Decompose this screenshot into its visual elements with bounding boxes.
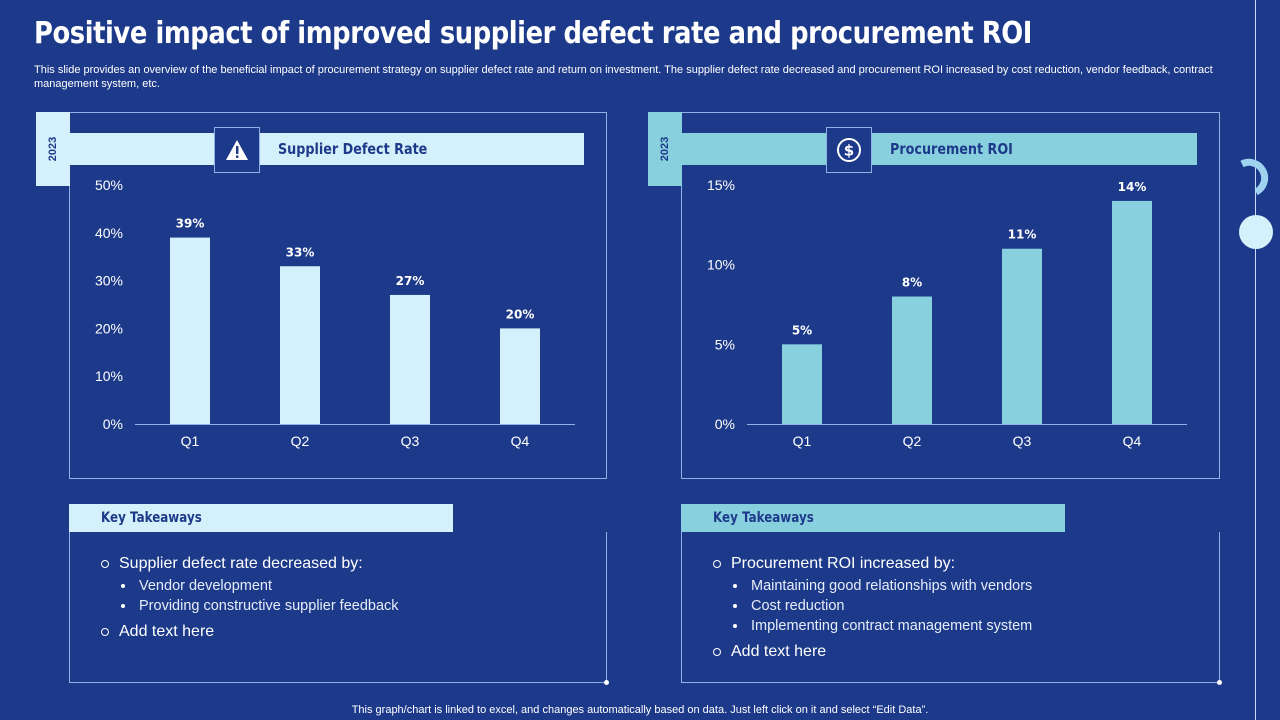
right-takeaways-end-dot <box>1217 680 1222 685</box>
defect-xtick-label-q1: Q1 <box>181 433 200 449</box>
right-takeaway-subtext: Maintaining good relationships with vend… <box>751 578 1033 594</box>
dot-bullet-icon <box>121 584 125 588</box>
left-header-label: Supplier Defect Rate <box>278 140 428 158</box>
defect-ytick-label: 10% <box>95 368 123 384</box>
right-header-bar <box>681 133 1197 165</box>
left-takeaways-box <box>69 532 607 683</box>
defect-data-label-q4: 20% <box>506 307 535 321</box>
left-header-icon-box <box>214 127 260 173</box>
roi-ytick-label: 10% <box>707 257 735 273</box>
roi-data-label-q2: 8% <box>902 276 922 290</box>
defect-ytick-label: 50% <box>95 177 123 193</box>
right-takeaway-subitem: Cost reduction <box>713 596 1032 616</box>
roi-ytick-label: 5% <box>715 336 735 352</box>
left-takeaways-title: Key Takeaways <box>101 510 202 526</box>
roi-data-label-q3: 11% <box>1008 228 1037 242</box>
supplier-defect-chart-panel <box>69 112 607 479</box>
defect-ytick-label: 20% <box>95 320 123 336</box>
defect-ytick-label: 30% <box>95 273 123 289</box>
right-takeaway-text: Add text here <box>731 643 827 660</box>
left-year-label: 2023 <box>46 136 59 162</box>
roi-xtick-label-q2: Q2 <box>903 433 922 449</box>
roi-data-label-q4: 14% <box>1118 180 1147 194</box>
right-header-icon-box: $ <box>826 127 872 173</box>
right-takeaway-subitem: Implementing contract management system <box>713 616 1032 636</box>
roi-bar-q4 <box>1112 200 1152 424</box>
dot-bullet-icon <box>733 604 737 608</box>
right-takeaway-subtext: Cost reduction <box>751 598 845 614</box>
circle-bullet-icon <box>101 560 109 568</box>
decorative-circles-icon <box>1239 158 1273 249</box>
procurement-roi-chart-panel <box>681 112 1220 479</box>
roi-ytick-label: 0% <box>715 416 735 432</box>
defect-ytick-label: 40% <box>95 225 123 241</box>
supplier-defect-rate-chart: 0% 10% 20% 30% 40% 50% 39% Q1 33% Q2 27% Q3 20% Q4 <box>95 177 575 449</box>
roi-ytick-label: 15% <box>707 177 735 193</box>
dot-bullet-icon <box>121 604 125 608</box>
defect-bar-q2 <box>280 266 320 424</box>
right-takeaways-box <box>681 532 1220 683</box>
dot-bullet-icon <box>733 624 737 628</box>
left-takeaway-text: Add text here <box>119 623 215 640</box>
left-takeaways-end-dot <box>604 680 609 685</box>
roi-bar-q1 <box>782 344 822 424</box>
right-takeaway-item: Procurement ROI increased by: <box>713 552 1032 576</box>
defect-xtick-label-q3: Q3 <box>401 433 420 449</box>
right-takeaway-item: Add text here <box>713 640 1032 664</box>
procurement-roi-chart: 0% 5% 10% 15% 5% Q1 8% Q2 11% Q3 14% Q4 <box>707 177 1187 449</box>
right-takeaway-subtext: Implementing contract management system <box>751 618 1033 634</box>
left-year-tab: 2023 <box>36 112 70 186</box>
dollar-icon: $ <box>837 138 861 162</box>
left-takeaway-item: Supplier defect rate decreased by: <box>101 552 399 576</box>
defect-data-label-q1: 39% <box>176 217 205 231</box>
right-header-label: Procurement ROI <box>890 140 1013 158</box>
page-title: Positive impact of improved supplier def… <box>34 16 1032 51</box>
right-takeaways-list: Procurement ROI increased by: Maintaining… <box>713 552 1032 664</box>
circle-bullet-icon <box>101 628 109 636</box>
warning-icon <box>226 140 248 160</box>
defect-xtick-label-q2: Q2 <box>291 433 310 449</box>
roi-bar-q3 <box>1002 248 1042 424</box>
defect-ytick-label: 0% <box>103 416 123 432</box>
page-subtitle: This slide provides an overview of the b… <box>34 64 1213 90</box>
defect-data-label-q2: 33% <box>286 245 315 259</box>
left-header-bar <box>69 133 584 165</box>
right-takeaway-text: Procurement ROI increased by: <box>731 555 956 572</box>
left-takeaway-subitem: Providing constructive supplier feedback <box>101 596 399 616</box>
right-takeaways-title: Key Takeaways <box>713 510 814 526</box>
left-takeaway-subitem: Vendor development <box>101 576 399 596</box>
circle-bullet-icon <box>713 560 721 568</box>
roi-data-label-q1: 5% <box>792 323 812 337</box>
defect-bar-q3 <box>390 294 430 424</box>
roi-xtick-label-q3: Q3 <box>1013 433 1032 449</box>
left-takeaway-text: Supplier defect rate decreased by: <box>119 555 363 572</box>
roi-xtick-label-q4: Q4 <box>1123 433 1142 449</box>
left-takeaways-header: Key Takeaways <box>69 504 453 532</box>
circle-bullet-icon <box>713 648 721 656</box>
defect-xtick-label-q4: Q4 <box>511 433 530 449</box>
roi-bar-q2 <box>892 296 932 424</box>
left-takeaway-subtext: Vendor development <box>139 578 273 594</box>
footer-note: This graph/chart is linked to excel, and… <box>351 704 929 716</box>
right-year-label: 2023 <box>658 136 671 162</box>
defect-data-label-q3: 27% <box>396 274 425 288</box>
roi-xtick-label-q1: Q1 <box>793 433 812 449</box>
left-takeaway-item: Add text here <box>101 620 399 644</box>
decorative-vertical-line <box>1255 0 1256 720</box>
left-takeaway-subtext: Providing constructive supplier feedback <box>139 598 399 614</box>
svg-text:$: $ <box>844 142 854 160</box>
right-takeaway-subitem: Maintaining good relationships with vend… <box>713 576 1032 596</box>
defect-bar-q1 <box>170 237 210 424</box>
right-year-tab: 2023 <box>648 112 682 186</box>
left-takeaways-list: Supplier defect rate decreased by: Vendor… <box>101 552 399 644</box>
dot-bullet-icon <box>733 584 737 588</box>
defect-bar-q4 <box>500 328 540 424</box>
right-takeaways-header: Key Takeaways <box>681 504 1065 532</box>
